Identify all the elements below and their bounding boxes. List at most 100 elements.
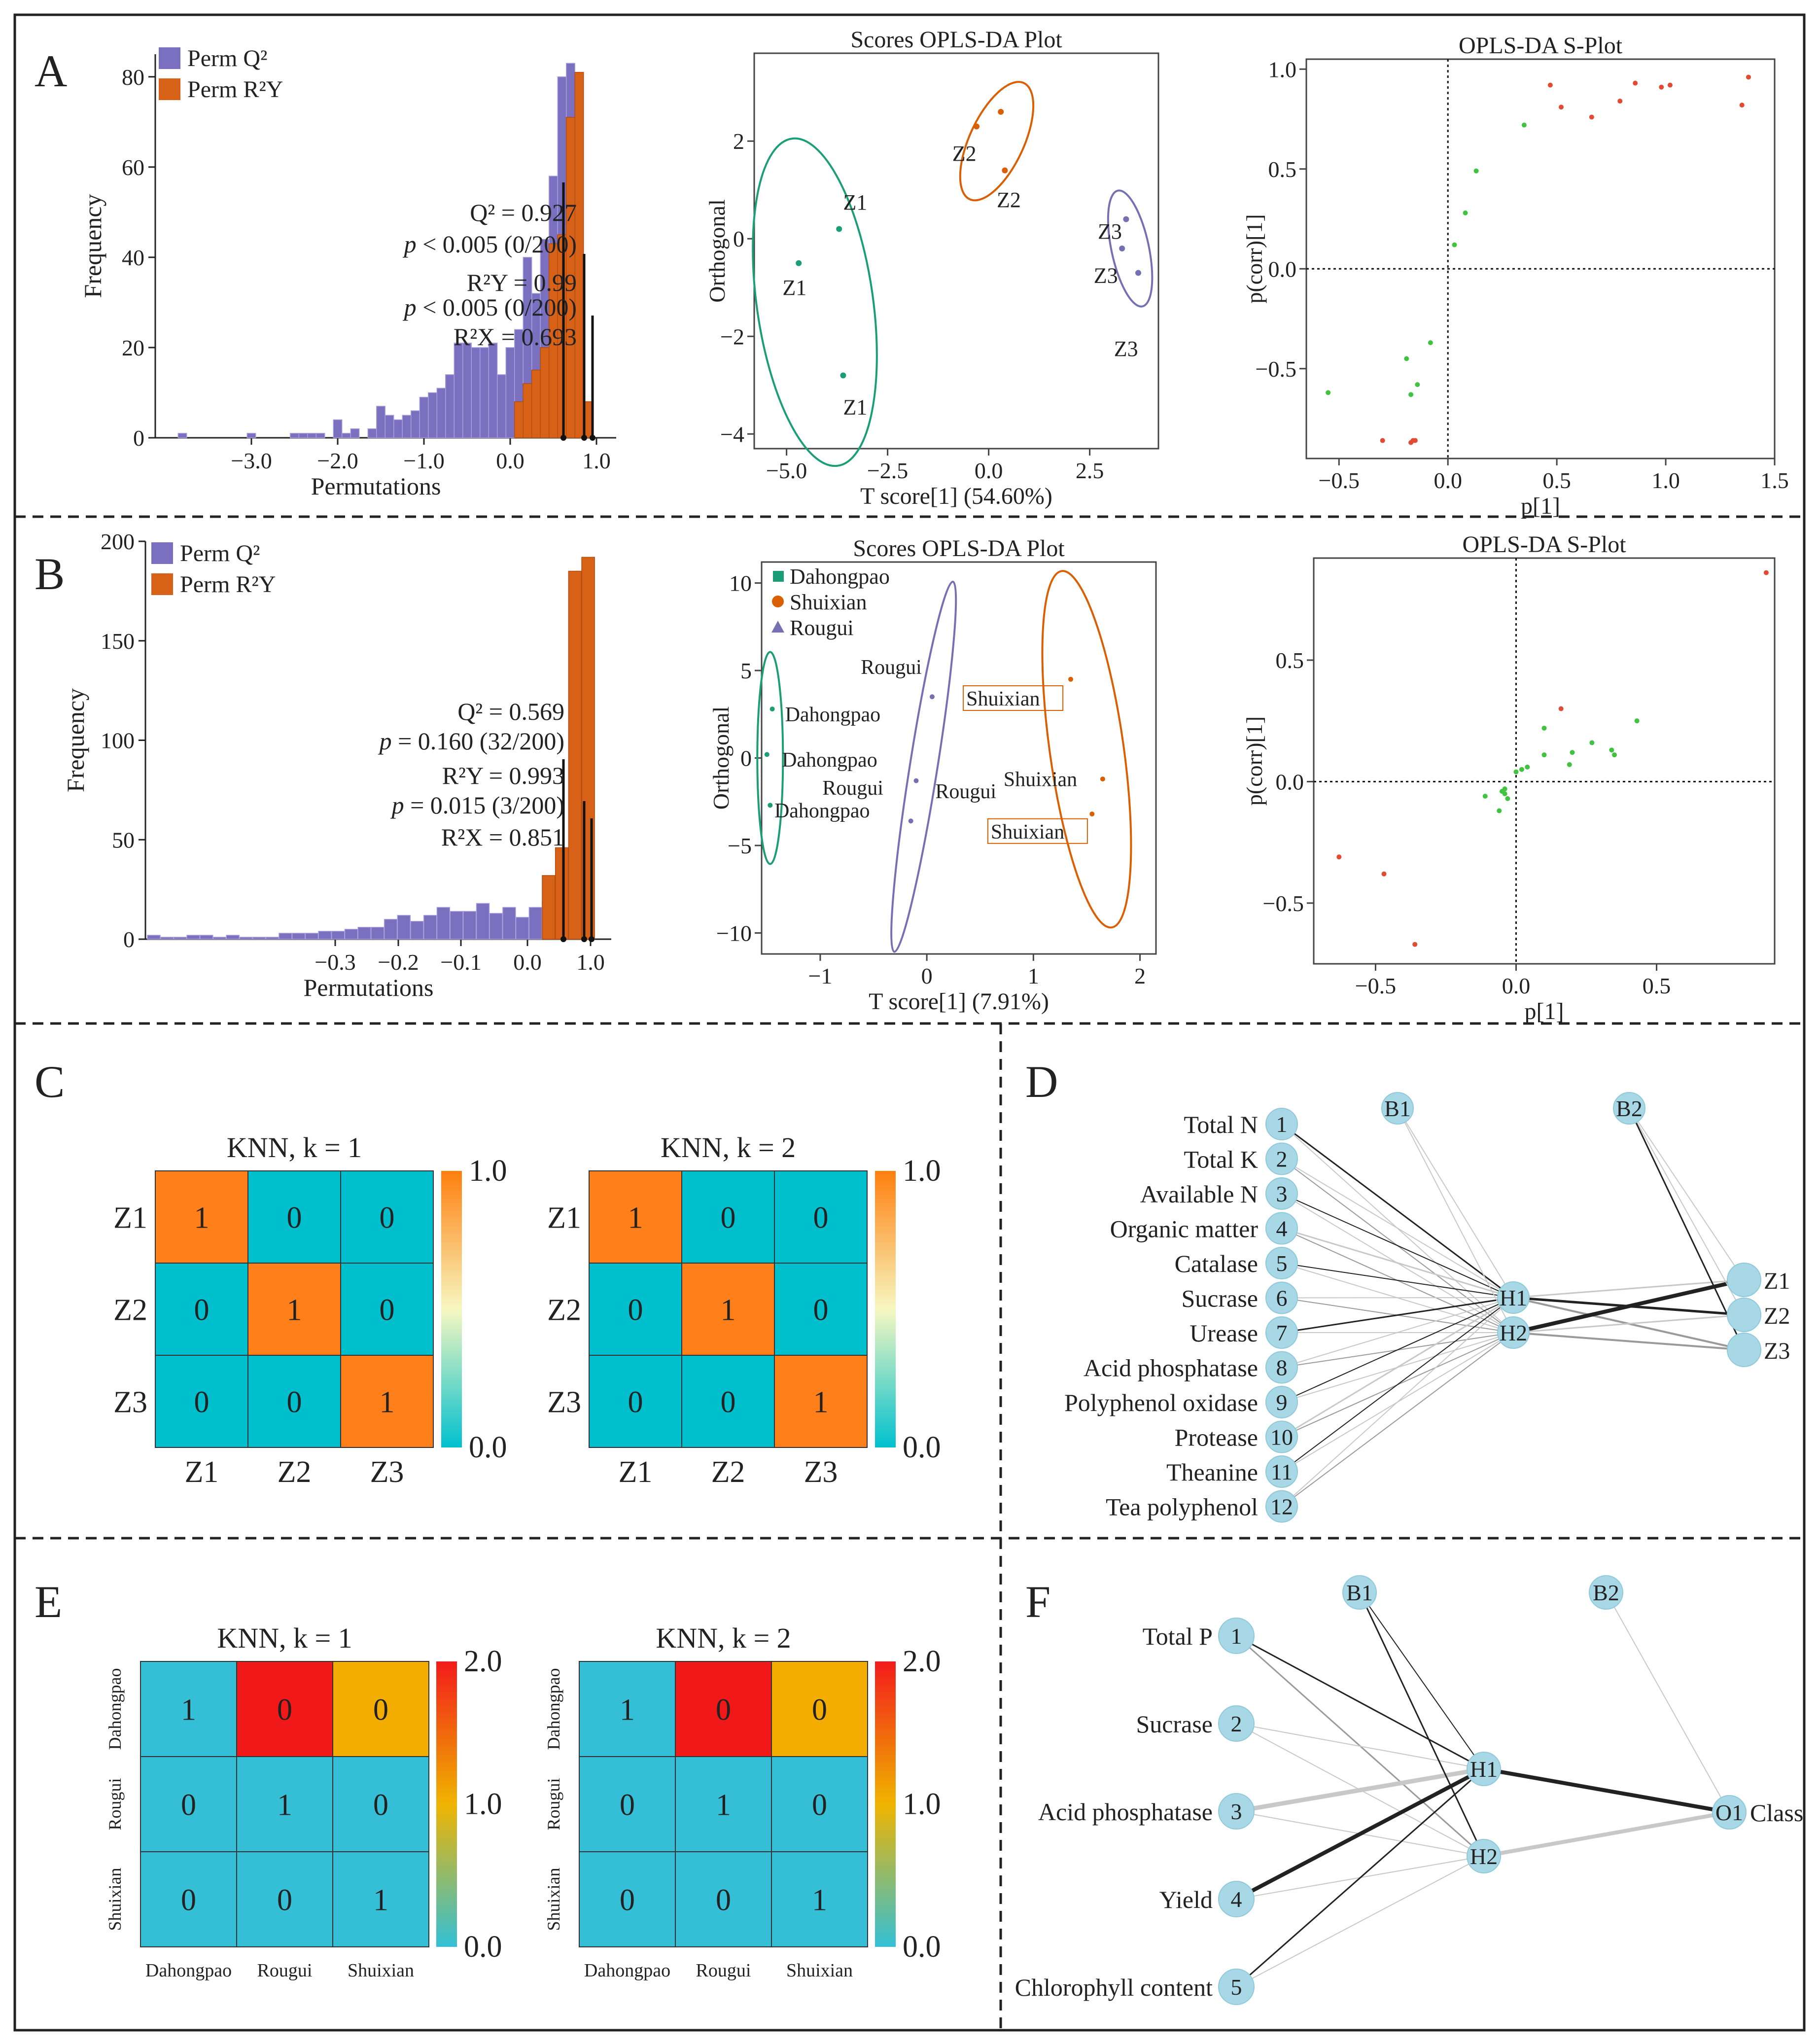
bar-q2 <box>488 343 498 438</box>
network-node <box>1381 1092 1414 1125</box>
y-tick-label: 50 <box>112 827 135 852</box>
network-node <box>1497 1281 1530 1314</box>
colorbar <box>875 1171 896 1447</box>
heatmap-value: 0 <box>721 1386 736 1419</box>
score-label-box <box>987 818 1088 844</box>
bar-q2 <box>419 396 429 438</box>
bar-q2 <box>265 937 280 940</box>
y-axis-title: Frequency <box>62 688 89 792</box>
x-tick-label: 0.0 <box>1502 973 1531 998</box>
score-label: Dahongpao <box>774 800 870 822</box>
score-label: Rougui <box>822 777 883 800</box>
network-input-label: Sucrase <box>1182 1285 1259 1312</box>
splot-point <box>1525 764 1530 770</box>
y-tick-label: 0 <box>133 425 144 451</box>
network-node-label: 9 <box>1276 1390 1288 1415</box>
bar-q2 <box>186 935 200 940</box>
x-tick-label: −0.2 <box>378 950 419 975</box>
heatmap-value: 0 <box>812 1693 827 1727</box>
bar-q2 <box>385 415 394 438</box>
heatmap-cell <box>340 1170 434 1264</box>
network-input-label: Catalase <box>1175 1250 1258 1277</box>
plot-title: Scores OPLS-DA Plot <box>850 27 1062 53</box>
heatmap-value: 0 <box>813 1294 829 1327</box>
heatmap-col-label: Shuixian <box>348 1960 414 1981</box>
bar-q2 <box>505 347 515 438</box>
legend-label: Shuixian <box>790 590 867 614</box>
splot-point <box>1482 793 1488 799</box>
x-tick-label: 1.0 <box>1651 468 1680 493</box>
bar-q2 <box>160 937 174 940</box>
score-label: Dahongpao <box>785 704 881 726</box>
y-axis-title: Orthogonal <box>708 706 734 810</box>
network-node-label: H2 <box>1500 1320 1527 1345</box>
stat-text: Q² = 0.569 <box>457 698 564 725</box>
network-edge <box>1281 1123 1514 1299</box>
splot-point <box>1570 750 1575 755</box>
bar-q2 <box>279 933 292 940</box>
panel-letter-d: D <box>1025 1057 1058 1107</box>
network-edge <box>1236 1856 1484 1987</box>
heatmap-value: 0 <box>628 1386 643 1419</box>
bar-q2 <box>454 343 463 438</box>
panel-d-network: 1 Total N 2 Total K 3 Available N 4 Organic mat… <box>1064 1092 1790 1523</box>
network-input-label: Chlorophyll content <box>1015 1974 1213 2001</box>
heatmap-value: 1 <box>181 1693 196 1727</box>
network-edge <box>1281 1297 1514 1403</box>
bar-q2 <box>436 388 446 438</box>
network-node <box>1265 1351 1298 1384</box>
heatmap-row-label: Rougui <box>105 1778 125 1830</box>
x-tick-label: −0.5 <box>1355 973 1396 998</box>
y-tick-label: 1.0 <box>1268 57 1297 82</box>
network-node-label: 3 <box>1276 1181 1288 1206</box>
y-axis-title: p(corr)[1] <box>1242 716 1267 806</box>
panel-e-heatmap-k2: KNN, k = 2 1 0 0 0 1 0 0 0 1 Dahongpao Rougui Shuixi… <box>544 1622 941 1981</box>
network-node-label: 2 <box>1231 1711 1242 1736</box>
bar-r2y <box>542 875 556 940</box>
bar-q2 <box>177 433 187 438</box>
legend-label: Perm R²Y <box>187 76 283 103</box>
heatmap-value: 0 <box>812 1789 827 1822</box>
network-edge <box>1236 1768 1484 1988</box>
x-tick-label: −0.1 <box>440 950 481 975</box>
x-tick-label: −1.0 <box>403 448 444 473</box>
score-label: Shuixian <box>966 688 1040 710</box>
heatmap-value: 1 <box>721 1294 736 1327</box>
panel-c-heatmap-k2: KNN, k = 2 1 0 0 0 1 0 0 0 1 Z1 Z2 Z3 Z1 Z2 Z3 1.0 0.0 <box>547 1131 941 1489</box>
score-label: Shuixian <box>991 821 1064 844</box>
colorbar <box>436 1661 457 1947</box>
heatmap-title: KNN, k = 2 <box>661 1131 796 1163</box>
heatmap-cell <box>140 1661 237 1757</box>
bar-q2 <box>480 347 489 438</box>
bar-r2y <box>523 383 532 438</box>
bar-q2 <box>393 419 403 438</box>
x-axis-title: T score[1] (7.91%) <box>869 988 1049 1015</box>
splot-point <box>1326 390 1331 395</box>
y-tick-label: 40 <box>122 245 144 270</box>
network-edge <box>1281 1228 1514 1299</box>
ellipse-shuixian <box>1041 570 1132 929</box>
panel-letter-e: E <box>35 1577 62 1627</box>
network-output-label: Z1 <box>1764 1268 1790 1294</box>
network-node <box>1265 1455 1298 1488</box>
heatmap-cell <box>579 1661 676 1757</box>
panel-letter-a: A <box>35 46 67 96</box>
bar-r2y <box>514 401 524 438</box>
legend-swatch <box>151 573 173 595</box>
stat-text: p = 0.015 (3/200) <box>390 791 564 819</box>
score-point <box>764 752 770 757</box>
network-node <box>1218 1881 1255 1917</box>
network-edge <box>1281 1297 1514 1472</box>
bar-q2 <box>252 937 266 940</box>
y-axis-title: p(corr)[1] <box>1242 214 1267 303</box>
heatmap-cell <box>236 1756 333 1852</box>
splot-point <box>1513 769 1519 775</box>
heatmap-row-label: Dahongpao <box>105 1668 125 1750</box>
network-node <box>1218 1618 1255 1654</box>
score-point-z2 <box>1002 167 1008 174</box>
heatmap-row-label: Z2 <box>547 1294 581 1327</box>
heatmap-value: 1 <box>277 1789 292 1822</box>
heatmap-col-label: Z1 <box>619 1455 653 1489</box>
heatmap-cell <box>340 1263 434 1356</box>
